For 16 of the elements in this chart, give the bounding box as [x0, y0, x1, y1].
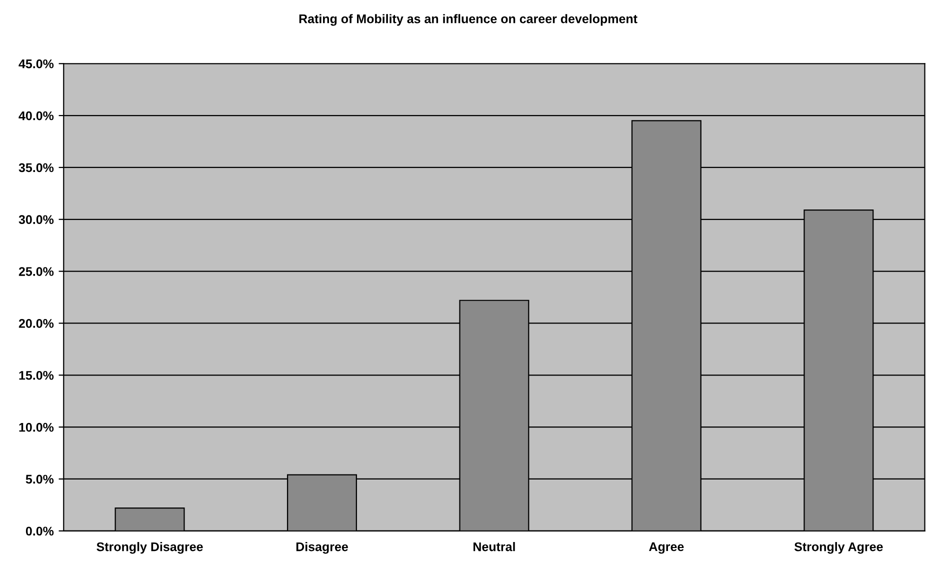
y-tick-label: 0.0%	[26, 526, 54, 536]
y-tick-label: 45.0%	[18, 59, 54, 68]
x-tick-label: Agree	[649, 542, 684, 554]
x-tick-label: Neutral	[474, 542, 515, 552]
y-tick-label: 5.0%	[26, 474, 54, 484]
y-tick-label: 25.0%	[18, 267, 54, 276]
y-tick-label: 30.0%	[18, 215, 54, 224]
y-tick-label: 10.0%	[19, 422, 54, 432]
y-tick-label: 20.0%	[18, 319, 54, 328]
x-tick-label: Strongly Disagree	[96, 542, 203, 554]
x-tick-label: Strongly Agree	[794, 542, 883, 554]
chart-title: Rating of Mobility as an influence on career development	[299, 14, 638, 26]
x-tick-label: Disagree	[296, 542, 348, 554]
y-tick-label: 35.0%	[18, 163, 54, 172]
y-tick-label: 15.0%	[19, 370, 54, 380]
y-tick-label: 40.0%	[18, 111, 54, 120]
